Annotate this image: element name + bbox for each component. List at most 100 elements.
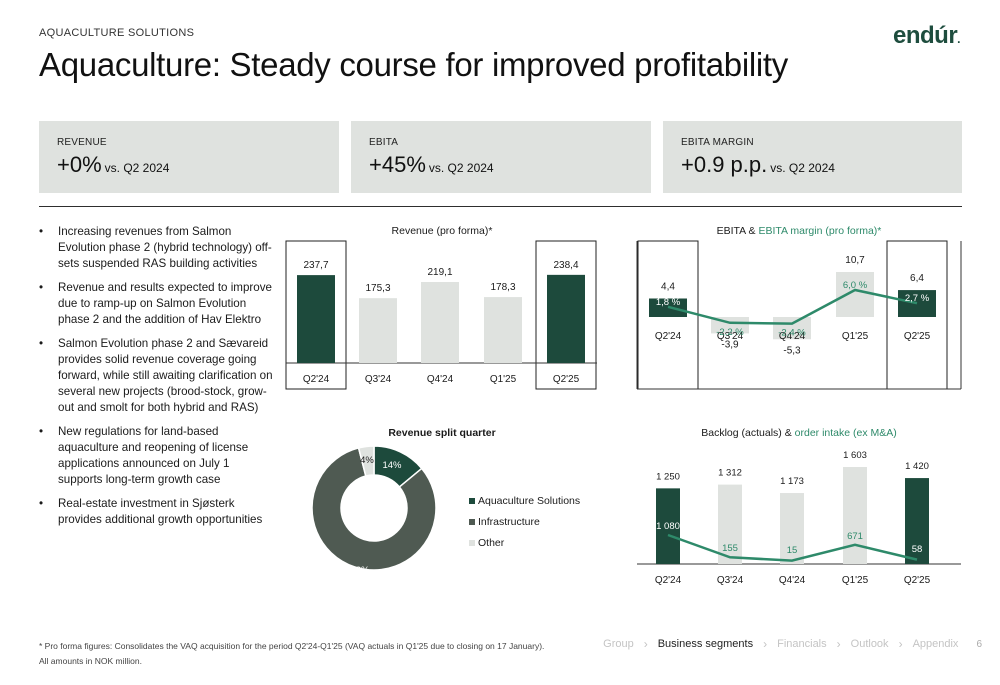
- ebita-data-label: -3,9: [721, 339, 739, 350]
- x-tick-label: Q2'24: [303, 374, 330, 385]
- ebita-bar: [711, 317, 749, 334]
- nav-item-appendix[interactable]: Appendix: [912, 638, 959, 650]
- section-label: AQUACULTURE SOLUTIONS: [39, 27, 195, 39]
- legend-swatch: [469, 539, 475, 546]
- order-intake-label: 671: [847, 531, 863, 542]
- highlight-frame: [637, 240, 699, 390]
- slice-label: 82%: [350, 565, 370, 576]
- x-tick-label: Q1'25: [490, 374, 517, 385]
- x-tick-label: Q2'24: [655, 575, 682, 586]
- page-number: 6: [976, 638, 982, 650]
- ebita-chart-title: EBITA & EBITA margin (pro forma)*: [637, 225, 961, 237]
- revenue-bar: [484, 297, 522, 363]
- x-tick-label: Q1'25: [842, 331, 869, 342]
- ebita-data-label: 4,4: [661, 281, 675, 292]
- backlog-title-joiner: &: [784, 427, 792, 439]
- order-intake-label: 58: [912, 544, 923, 555]
- footnote-line: All amounts in NOK million.: [39, 656, 142, 666]
- legend-item: Aquaculture Solutions: [469, 490, 580, 511]
- ebita-title-accent: EBITA margin (pro forma)*: [758, 225, 882, 237]
- kpi-revenue: REVENUE +0% vs. Q2 2024: [39, 121, 339, 193]
- data-label: 237,7: [303, 260, 328, 271]
- kpi-label: EBITA MARGIN: [681, 137, 754, 148]
- order-intake-line: [667, 533, 918, 562]
- backlog-data-label: 1 312: [718, 468, 742, 479]
- ebita-data-label: 6,4: [910, 273, 924, 284]
- order-intake-label: 1 080: [656, 521, 680, 532]
- bullet-item: Real-estate investment in Sjøsterk provi…: [39, 496, 274, 528]
- backlog-bar: [656, 488, 680, 564]
- bullet-list: Increasing revenues from Salmon Evolutio…: [39, 224, 274, 536]
- split-chart-title: Revenue split quarter: [388, 427, 496, 439]
- backlog-bar: [780, 493, 804, 564]
- revenue-bar: [547, 274, 585, 363]
- kpi-value: +45%: [369, 152, 426, 177]
- ebita-bar: [898, 290, 936, 317]
- slice-label: 4%: [360, 455, 374, 466]
- kpi-suffix: vs. Q2 2024: [104, 161, 170, 175]
- x-tick-label: Q3'24: [717, 331, 744, 342]
- legend-label: Other: [478, 536, 505, 549]
- legend-item: Infrastructure: [469, 511, 580, 532]
- chevron-right-icon: ›: [836, 637, 841, 651]
- backlog-data-label: 1 603: [843, 450, 867, 461]
- backlog-bar: [718, 484, 742, 564]
- margin-data-label: 6,0 %: [843, 280, 868, 291]
- backlog-title-accent: order intake (ex M&A): [794, 427, 897, 439]
- x-tick-label: Q2'24: [655, 331, 682, 342]
- highlight-frame: [886, 240, 948, 390]
- legend-swatch: [469, 497, 475, 504]
- ebita-bar: [836, 272, 874, 317]
- x-tick-label: Q2'25: [904, 331, 931, 342]
- kpi-suffix: vs. Q2 2024: [770, 161, 835, 175]
- bullet-item: Increasing revenues from Salmon Evolutio…: [39, 224, 274, 272]
- nav-item-group[interactable]: Group: [603, 638, 634, 650]
- divider: [39, 206, 962, 207]
- slice-label: 14%: [382, 460, 402, 471]
- highlight-frame: [285, 240, 347, 390]
- ebita-bar: [649, 298, 687, 317]
- page-title: Aquaculture: Steady course for improved …: [39, 46, 788, 83]
- bullet-item: Salmon Evolution phase 2 and Sævareid pr…: [39, 336, 274, 416]
- x-tick-label: Q3'24: [717, 575, 744, 586]
- backlog-chart-title: Backlog (actuals) & order intake (ex M&A…: [637, 427, 961, 439]
- logo-text: endúr: [893, 22, 958, 49]
- backlog-title-main: Backlog (actuals): [701, 427, 782, 439]
- kpi-label: REVENUE: [57, 137, 107, 148]
- revenue-chart-title: Revenue (pro forma)*: [391, 225, 493, 237]
- x-tick-label: Q2'25: [904, 575, 931, 586]
- nav-item-outlook[interactable]: Outlook: [850, 638, 889, 650]
- donut-slice: [311, 447, 437, 571]
- endur-logo: endúr.: [893, 22, 960, 50]
- x-tick-label: Q4'24: [427, 374, 454, 385]
- backlog-bar: [843, 467, 867, 564]
- data-label: 238,4: [553, 260, 578, 271]
- margin-data-label: -2,4 %: [778, 328, 806, 339]
- order-intake-label: 155: [722, 543, 738, 554]
- margin-data-label: -2,2 %: [716, 327, 744, 338]
- highlight-frame: [535, 240, 597, 390]
- margin-data-label: 2,7 %: [905, 293, 930, 304]
- nav-item-business-segments[interactable]: Business segments: [657, 638, 754, 650]
- data-label: 219,1: [427, 267, 452, 278]
- donut-slice: [357, 445, 375, 477]
- backlog-bar: [905, 478, 929, 564]
- nav-item-financials[interactable]: Financials: [777, 638, 827, 650]
- ebita-data-label: 10,7: [845, 255, 865, 266]
- revenue-bar: [297, 275, 335, 363]
- section-nav: Group › Business segments › Financials › Ou…: [603, 637, 982, 651]
- backlog-data-label: 1 250: [656, 471, 680, 482]
- revenue-bar: [421, 281, 459, 363]
- bullet-item: New regulations for land-based aquacultu…: [39, 424, 274, 488]
- chevron-right-icon: ›: [898, 637, 903, 651]
- legend-item: Other: [469, 532, 580, 553]
- margin-data-label: 1,8 %: [656, 297, 681, 308]
- footnote: * Pro forma figures: Consolidates the VA…: [39, 639, 544, 669]
- backlog-data-label: 1 420: [905, 461, 929, 472]
- kpi-value: +0.9 p.p.: [681, 152, 768, 177]
- x-tick-label: Q1'25: [842, 575, 869, 586]
- kpi-suffix: vs. Q2 2024: [428, 161, 494, 175]
- bullet-item: Revenue and results expected to improve …: [39, 280, 274, 328]
- chevron-right-icon: ›: [763, 637, 768, 651]
- ebita-title-joiner: &: [748, 225, 756, 237]
